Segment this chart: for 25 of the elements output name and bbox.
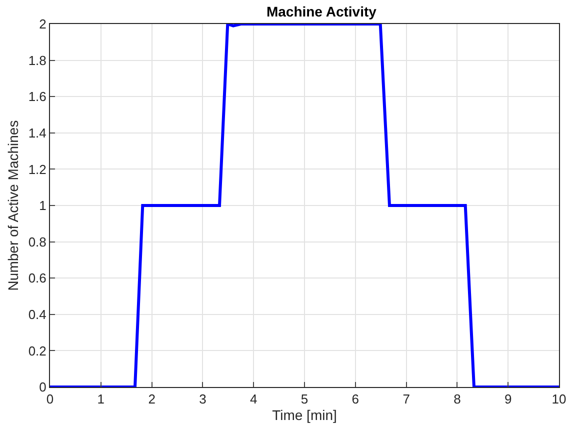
x-tick-label: 1 — [97, 392, 105, 407]
y-tick-label: 1 — [39, 198, 46, 214]
x-tick-label: 7 — [402, 392, 410, 407]
y-tick-label: 0.6 — [28, 270, 46, 286]
x-tick-label: 2 — [148, 392, 156, 407]
x-tick-label: 6 — [352, 392, 360, 407]
x-tick-label: 3 — [199, 392, 206, 407]
x-tick-label: 5 — [300, 392, 308, 407]
y-tick-label: 1.2 — [28, 162, 46, 177]
x-tick-label: 4 — [250, 392, 258, 407]
x-tick-label: 8 — [454, 392, 461, 407]
chart-title: Machine Activity — [266, 3, 377, 20]
y-tick-label: 1.4 — [28, 125, 46, 140]
line-series — [50, 24, 559, 387]
y-axis-title: Number of Active Machines — [4, 120, 21, 291]
y-tick-label: 2 — [39, 16, 46, 32]
y-tick-label: 0.2 — [28, 343, 46, 358]
x-axis-title: Time [min] — [272, 406, 337, 423]
y-tick-label: 0 — [39, 380, 46, 395]
y-tick-label: 0.4 — [28, 306, 46, 322]
y-tick-label: 1.6 — [28, 89, 46, 104]
y-tick-label: 1.8 — [28, 52, 46, 68]
x-tick-label: 9 — [504, 392, 512, 407]
y-tick-label: 0.8 — [28, 234, 46, 250]
x-tick-label: 10 — [552, 392, 566, 407]
